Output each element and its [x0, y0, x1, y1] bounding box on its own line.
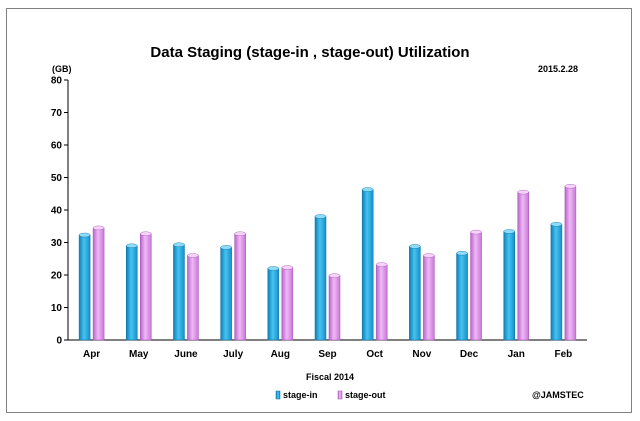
bar-top-stage-out-oct	[375, 262, 388, 267]
x-tick-label: Jan	[508, 349, 525, 360]
bar-stage-in-jan	[503, 231, 515, 341]
bar-stage-in-oct	[361, 189, 374, 341]
x-axis-label: Fiscal 2014	[306, 372, 354, 382]
chart-date: 2015.2.28	[538, 64, 578, 74]
x-tick-label: Aug	[271, 349, 290, 360]
bar-top-stage-in-apr	[78, 232, 91, 238]
x-tick-label: Sep	[318, 349, 336, 360]
bar-stage-out-sep	[328, 275, 341, 341]
bar-top-stage-out-aug	[281, 265, 294, 270]
bar-stage-in-apr	[78, 234, 91, 341]
y-tick-label: 60	[51, 141, 63, 152]
legend: stage-in stage-out	[275, 390, 386, 400]
y-tick-label: 70	[51, 108, 63, 119]
bar-stage-in-feb	[550, 224, 563, 341]
bar-top-stage-out-sep	[328, 273, 341, 278]
y-tick-label: 30	[51, 238, 63, 249]
bar-top-stage-in-july	[220, 245, 232, 250]
bar-stage-out-dec	[470, 231, 482, 341]
y-tick-label: 80	[51, 76, 63, 87]
bar-stage-in-june	[173, 244, 185, 341]
credit-text: @JAMSTEC	[532, 390, 584, 400]
x-tick-label: June	[174, 349, 198, 360]
bar-stage-in-dec	[456, 252, 468, 341]
bar-top-stage-in-sep	[314, 214, 327, 219]
bar-top-stage-out-jan	[517, 189, 529, 195]
bars	[78, 184, 577, 341]
bar-top-stage-out-nov	[423, 253, 435, 258]
y-tick-label: 50	[51, 173, 63, 184]
legend-label-stage-out: stage-out	[345, 390, 386, 400]
y-tick-label: 10	[51, 303, 63, 314]
chart-title: Data Staging (stage-in , stage-out) Util…	[150, 44, 469, 61]
bar-stage-out-oct	[375, 264, 388, 341]
bar-top-stage-in-nov	[409, 244, 421, 249]
x-tick-label: Oct	[366, 349, 383, 360]
y-unit-label: (GB)	[52, 64, 72, 74]
bar-stage-in-aug	[267, 268, 280, 341]
bar-top-stage-out-feb	[564, 184, 577, 189]
y-tick-label: 40	[51, 206, 63, 217]
bar-stage-out-june	[187, 255, 199, 341]
bar-top-stage-out-july	[234, 231, 246, 236]
bar-stage-out-july	[234, 233, 246, 341]
bar-top-stage-in-may	[126, 243, 138, 248]
x-tick-label: Feb	[555, 349, 573, 360]
bar-top-stage-in-jan	[503, 229, 515, 234]
bar-stage-out-nov	[423, 255, 435, 341]
bar-top-stage-in-aug	[267, 266, 280, 271]
legend-swatch-stage-in	[275, 390, 281, 400]
bar-top-stage-in-feb	[550, 222, 563, 227]
x-tick-labels: Apr May June July Aug Sep Oct Nov Dec Jan Feb	[83, 349, 572, 360]
bar-stage-out-feb	[564, 186, 577, 341]
bar-top-stage-out-dec	[470, 229, 482, 235]
legend-label-stage-in: stage-in	[283, 390, 318, 400]
bar-top-stage-out-june	[187, 253, 199, 258]
legend-swatch-stage-out	[337, 390, 343, 400]
bar-stage-in-sep	[314, 216, 327, 341]
bar-stage-out-may	[140, 233, 152, 341]
x-tick-label: Nov	[412, 349, 431, 360]
bar-top-stage-in-june	[173, 242, 185, 247]
bar-top-stage-in-oct	[361, 187, 374, 192]
x-tick-label: May	[129, 349, 149, 360]
x-tick-label: Apr	[83, 349, 100, 360]
x-tick-label: Dec	[460, 349, 479, 360]
bar-stage-out-apr	[92, 227, 105, 341]
bar-stage-in-july	[220, 247, 232, 341]
bar-top-stage-out-apr	[92, 225, 105, 231]
bar-top-stage-in-dec	[456, 251, 468, 256]
bar-top-stage-out-may	[140, 231, 152, 236]
bar-stage-in-may	[126, 245, 138, 341]
y-tick-label: 0	[56, 336, 62, 347]
bar-stage-out-aug	[281, 267, 294, 341]
x-tick-label: July	[223, 349, 243, 360]
bar-stage-out-jan	[517, 191, 529, 341]
axes: 0 10 20 30 40 50 60 70 80	[51, 76, 587, 347]
y-tick-label: 20	[51, 271, 63, 282]
bar-stage-in-nov	[409, 246, 421, 341]
